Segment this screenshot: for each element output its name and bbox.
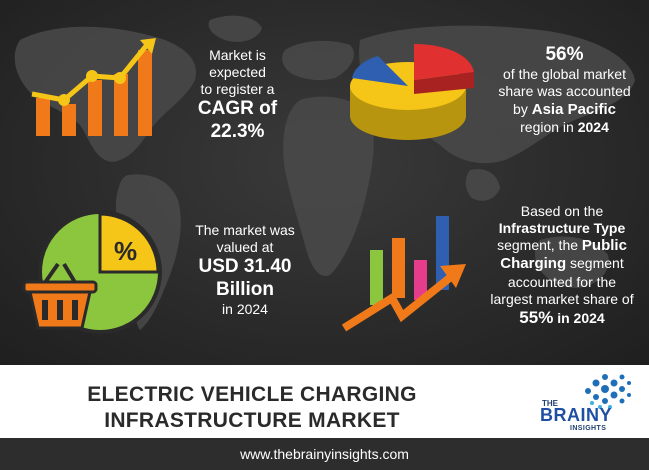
title-line1: ELECTRIC VEHICLE CHARGING xyxy=(87,383,417,406)
network-dots-icon xyxy=(585,374,631,409)
valuation-line1: The market was xyxy=(195,222,295,238)
valuation-value-line1: USD 31.40 xyxy=(198,256,292,278)
valuation-stat: The market was valued at USD 31.40 Billi… xyxy=(185,222,305,318)
region-by: by xyxy=(513,100,528,117)
segment-line6: largest market share of xyxy=(490,290,634,307)
segment-word: segment xyxy=(570,255,624,272)
segment-line4: Charging segment xyxy=(476,255,648,273)
growth-bar-chart-icon xyxy=(31,38,156,136)
brand-brainy: BRAINY xyxy=(540,405,613,425)
region-name: Asia Pacific xyxy=(531,100,616,118)
segment-public: Public xyxy=(581,237,627,255)
rising-bars-arrow-icon xyxy=(341,216,466,332)
cagr-line1: Market is expected xyxy=(209,47,266,81)
segment-the: segment, the xyxy=(497,237,579,254)
segment-stat: Based on the Infrastructure Type segment… xyxy=(476,203,648,328)
valuation-line2: valued at xyxy=(216,239,274,256)
report-title: ELECTRIC VEHICLE CHARGING INFRASTRUCTURE… xyxy=(82,382,422,433)
title-banner: ELECTRIC VEHICLE CHARGING INFRASTRUCTURE… xyxy=(0,365,649,438)
cagr-line2: to register a xyxy=(200,81,275,98)
title-line2: INFRASTRUCTURE MARKET xyxy=(104,408,400,432)
footer-url[interactable]: www.thebrainyinsights.com xyxy=(0,438,649,470)
pie-chart-3d-icon xyxy=(350,44,474,140)
segment-charging: Charging xyxy=(500,255,567,273)
cagr-value: 22.3% xyxy=(210,120,265,142)
brand-the: THE xyxy=(542,399,558,408)
brand-logo: THE BRAINY INSIGHTS xyxy=(530,371,640,433)
shopping-basket-percent-icon: % xyxy=(22,210,162,334)
brand-insights: INSIGHTS xyxy=(570,425,607,432)
region-percent: 56% xyxy=(545,44,584,65)
cagr-stat: Market is expected to register a CAGR of… xyxy=(180,47,295,143)
cagr-label: CAGR of xyxy=(197,98,278,120)
segment-year: in 2024 xyxy=(557,309,605,326)
segment-line1: Based on the xyxy=(520,203,604,219)
svg-text:%: % xyxy=(114,236,137,266)
region-line2: share was accounted xyxy=(498,83,631,100)
segment-type: Infrastructure Type xyxy=(498,220,626,237)
segment-line7: 55% in 2024 xyxy=(476,308,648,328)
region-line1: of the global market xyxy=(503,66,626,83)
region-stat: 56% of the global market share was accou… xyxy=(487,44,642,136)
region-line3: by Asia Pacific xyxy=(487,101,642,119)
segment-line3: segment, the Public xyxy=(476,237,648,255)
region-year: 2024 xyxy=(577,118,609,135)
region-tail: region in xyxy=(520,118,574,135)
valuation-year: in 2024 xyxy=(222,300,268,317)
valuation-value-line2: Billion xyxy=(215,278,275,300)
region-line4: region in 2024 xyxy=(487,119,642,136)
segment-line5: accounted for the xyxy=(507,273,617,290)
segment-percent: 55% xyxy=(519,307,554,327)
